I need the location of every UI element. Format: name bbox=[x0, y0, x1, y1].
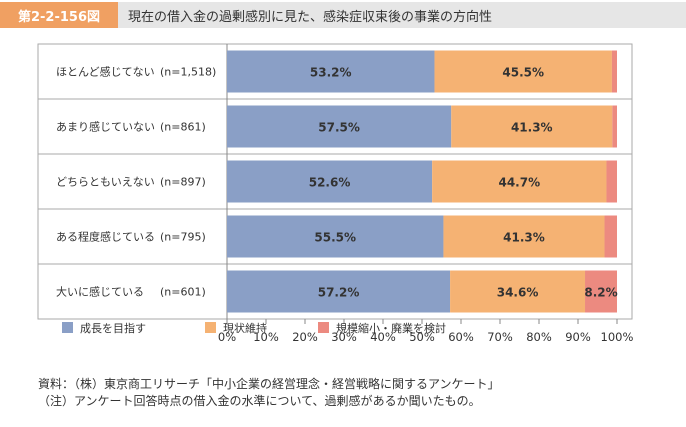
bar-segment bbox=[227, 270, 451, 313]
data-label: 45.5% bbox=[502, 66, 544, 80]
category-label: あまり感じていない bbox=[56, 121, 155, 134]
sample-size-label: (n=897) bbox=[160, 176, 206, 189]
data-label: 8.2% bbox=[584, 286, 617, 300]
bar-segment bbox=[443, 215, 605, 258]
data-label: 41.3% bbox=[511, 121, 553, 135]
legend-swatch bbox=[318, 322, 329, 333]
source-note: 資料：（株）東京商工リサーチ「中小企業の経営理念・経営戦略に関するアンケート」 bbox=[38, 377, 500, 391]
category-label: 大いに感じている bbox=[56, 285, 144, 299]
category-label: どちらともいえない bbox=[56, 176, 155, 189]
sample-size-label: (n=1,518) bbox=[160, 66, 216, 79]
data-label: 34.6% bbox=[497, 286, 539, 300]
footnotes: 資料：（株）東京商工リサーチ「中小企業の経営理念・経営戦略に関するアンケート」 … bbox=[38, 376, 500, 410]
survey-note: （注）アンケート回答時点の借入金の水準について、過剰感があるか聞いたもの。 bbox=[38, 394, 481, 408]
data-label: 57.5% bbox=[318, 121, 360, 135]
x-tick-label: 20% bbox=[292, 330, 318, 344]
x-tick-label: 10% bbox=[253, 330, 279, 344]
x-tick-label: 80% bbox=[526, 330, 552, 344]
sample-size-label: (n=601) bbox=[160, 286, 206, 299]
x-tick-label: 50% bbox=[409, 330, 435, 344]
legend-label: 現状維持 bbox=[223, 321, 267, 335]
data-label: 55.5% bbox=[314, 231, 356, 245]
x-tick-label: 0% bbox=[218, 330, 236, 344]
sample-size-label: (n=861) bbox=[160, 121, 206, 134]
figure-label: 第2-2-156図 bbox=[0, 2, 118, 28]
bar-segment bbox=[227, 215, 444, 258]
x-tick-label: 60% bbox=[448, 330, 474, 344]
category-label: ある程度感じている bbox=[56, 230, 155, 244]
bar-segment bbox=[227, 105, 452, 148]
legend-label: 成長を目指す bbox=[80, 321, 146, 335]
data-label: 41.3% bbox=[503, 231, 545, 245]
bar-segment bbox=[612, 105, 617, 148]
bar-segment bbox=[227, 50, 435, 93]
stacked-bar-chart: ほとんど感じてない (n=1,518) 53.2% 45.5% あまり感じていない (n=… bbox=[37, 43, 634, 344]
data-label: 57.2% bbox=[318, 286, 360, 300]
data-label: 44.7% bbox=[498, 176, 540, 190]
legend-swatch bbox=[62, 322, 73, 333]
x-tick-label: 70% bbox=[487, 330, 513, 344]
bar-segment bbox=[227, 160, 433, 203]
bar-segment bbox=[606, 160, 617, 203]
bar-segment bbox=[432, 160, 607, 203]
bar-segment bbox=[604, 215, 617, 258]
x-tick-label: 40% bbox=[370, 330, 396, 344]
figure-header: 第2-2-156図 現在の借入金の過剰感別に見た、感染症収束後の事業の方向性 bbox=[0, 0, 686, 30]
bar-segment bbox=[611, 50, 617, 93]
bar-segment bbox=[451, 105, 613, 148]
bar-segment bbox=[585, 270, 617, 313]
figure-title: 現在の借入金の過剰感別に見た、感染症収束後の事業の方向性 bbox=[118, 2, 686, 28]
chart-frame bbox=[37, 43, 633, 320]
x-tick-label: 100% bbox=[601, 330, 634, 344]
category-label: ほとんど感じてない bbox=[56, 66, 155, 79]
sample-size-label: (n=795) bbox=[160, 231, 206, 244]
data-label: 52.6% bbox=[309, 176, 351, 190]
bar-segment bbox=[450, 270, 586, 313]
x-tick-label: 30% bbox=[331, 330, 357, 344]
bar-segment bbox=[434, 50, 612, 93]
x-tick-label: 90% bbox=[565, 330, 591, 344]
data-label: 53.2% bbox=[310, 66, 352, 80]
legend-swatch bbox=[205, 322, 216, 333]
legend-label: 規模縮小・廃業を検討 bbox=[336, 321, 446, 335]
